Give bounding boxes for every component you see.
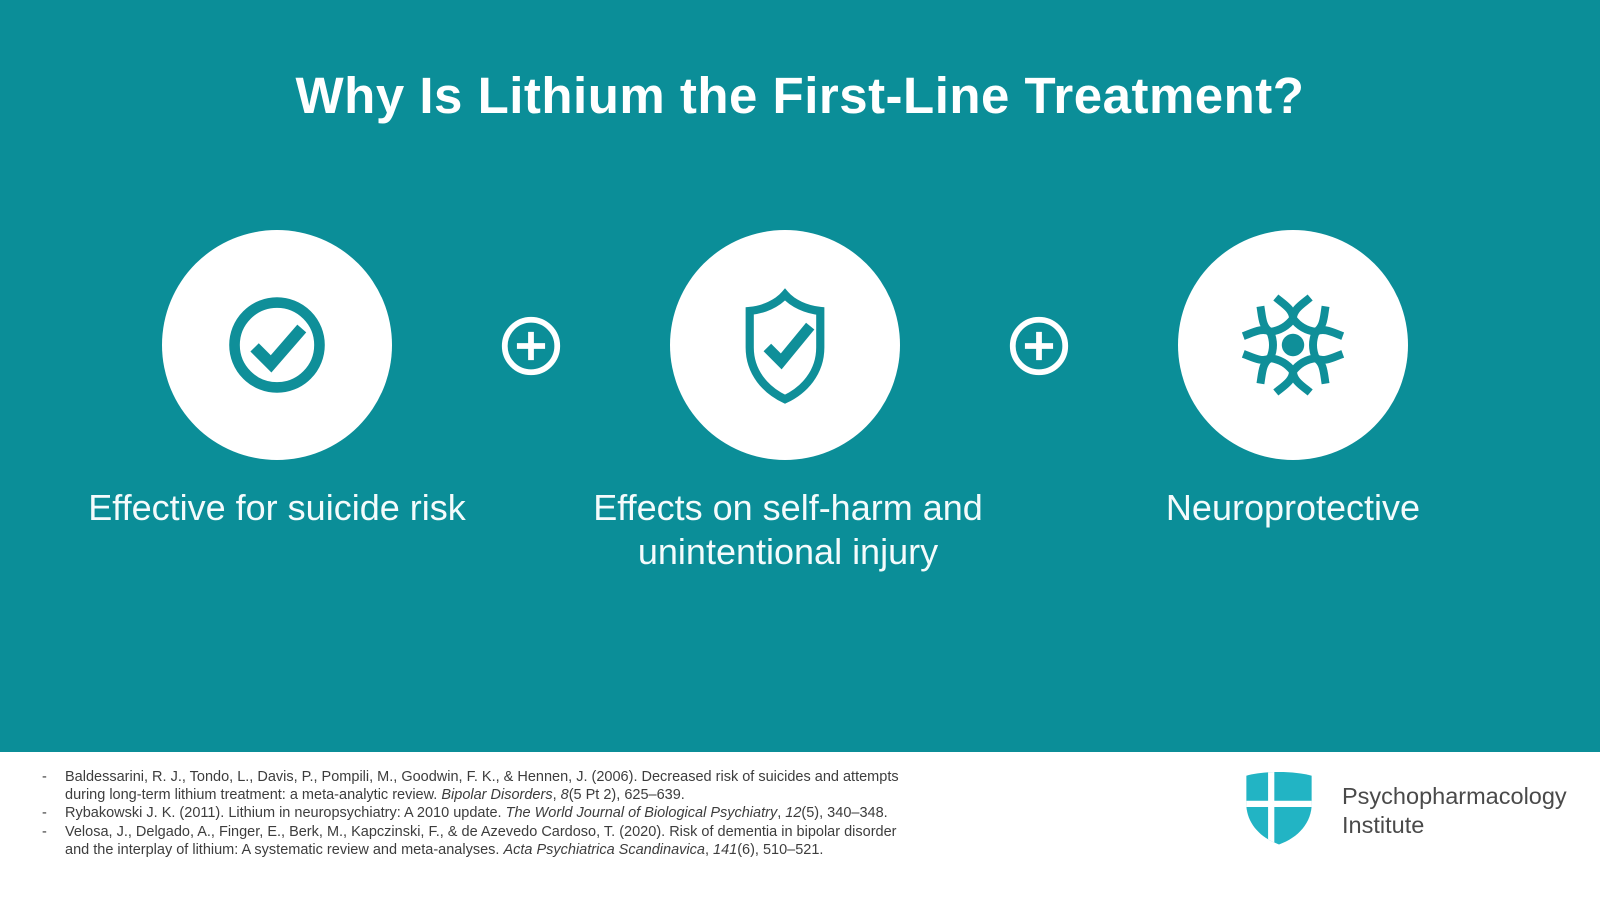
shield-check-icon	[722, 282, 848, 408]
references-list: - Baldessarini, R. J., Tondo, L., Davis, …	[42, 768, 922, 859]
footer: - Baldessarini, R. J., Tondo, L., Davis, …	[0, 752, 1600, 899]
logo-line-1: Psychopharmacology	[1342, 783, 1567, 809]
logo-wordmark: Psychopharmacology Institute	[1342, 782, 1567, 840]
logo: Psychopharmacology Institute	[1240, 768, 1567, 846]
reference-text: Velosa, J., Delgado, A., Finger, E., Ber…	[65, 823, 897, 858]
logo-shield-icon	[1240, 768, 1318, 846]
item-circle-suicide-risk	[162, 230, 392, 460]
item-circle-neuroprotective	[1178, 230, 1408, 460]
reference-item: - Baldessarini, R. J., Tondo, L., Davis, …	[42, 768, 922, 804]
slide-title: Why Is Lithium the First-Line Treatment?	[295, 67, 1305, 124]
check-circle-icon	[218, 286, 336, 404]
plus-circle-icon	[1007, 314, 1071, 378]
reference-bullet: -	[42, 823, 47, 840]
reference-text: Baldessarini, R. J., Tondo, L., Davis, P…	[65, 769, 899, 804]
item-label-self-harm: Effects on self-harm and unintentional i…	[593, 487, 983, 572]
reference-bullet: -	[42, 769, 47, 785]
reference-bullet: -	[42, 805, 47, 822]
item-circle-self-harm	[670, 230, 900, 460]
logo-line-2: Institute	[1342, 812, 1425, 838]
plus-circle-icon	[499, 314, 563, 378]
reference-text: Rybakowski J. K. (2011). Lithium in neur…	[65, 805, 888, 822]
reference-item: - Rybakowski J. K. (2011). Lithium in neu…	[42, 804, 922, 822]
item-label-suicide-risk: Effective for suicide risk	[88, 487, 466, 528]
item-label-neuroprotective: Neuroprotective	[1165, 487, 1421, 528]
reference-item: - Velosa, J., Delgado, A., Finger, E., Be…	[42, 823, 922, 859]
neuron-icon	[1227, 279, 1359, 411]
